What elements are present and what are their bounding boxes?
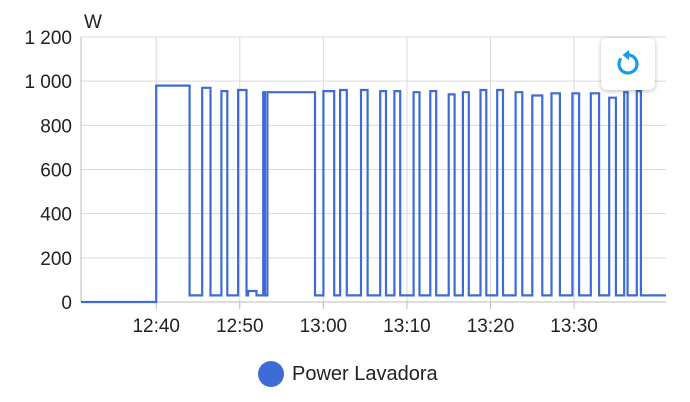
y-tick-label: 400 — [40, 205, 72, 226]
legend[interactable]: Power Lavadora — [258, 360, 438, 388]
refresh-icon — [617, 50, 639, 75]
plot-area — [81, 84, 666, 304]
y-tick-label: 1 200 — [24, 28, 72, 49]
y-tick-label: 600 — [40, 161, 72, 182]
y-tick-label: 200 — [40, 249, 72, 270]
reset-zoom-button[interactable] — [601, 38, 655, 90]
x-tick-label: 13:10 — [383, 316, 431, 337]
x-tick-label: 13:20 — [467, 316, 515, 337]
y-axis-unit-label: W — [84, 12, 102, 33]
legend-swatch — [258, 361, 284, 387]
y-tick-label: 800 — [40, 116, 72, 137]
x-tick-label: 12:40 — [132, 316, 180, 337]
x-tick-label: 12:50 — [216, 316, 264, 337]
y-tick-label: 0 — [61, 293, 72, 314]
x-tick-label: 13:30 — [550, 316, 598, 337]
legend-label: Power Lavadora — [292, 362, 438, 385]
chart-grid — [81, 36, 666, 302]
y-tick-label: 1 000 — [24, 72, 72, 93]
x-tick-label: 13:00 — [300, 316, 348, 337]
series-line-power-lavadora — [81, 84, 666, 304]
chart-axes: 0 200 400 600 800 1 000 1 200 12:40 12:50 13:00 13… — [24, 28, 666, 337]
